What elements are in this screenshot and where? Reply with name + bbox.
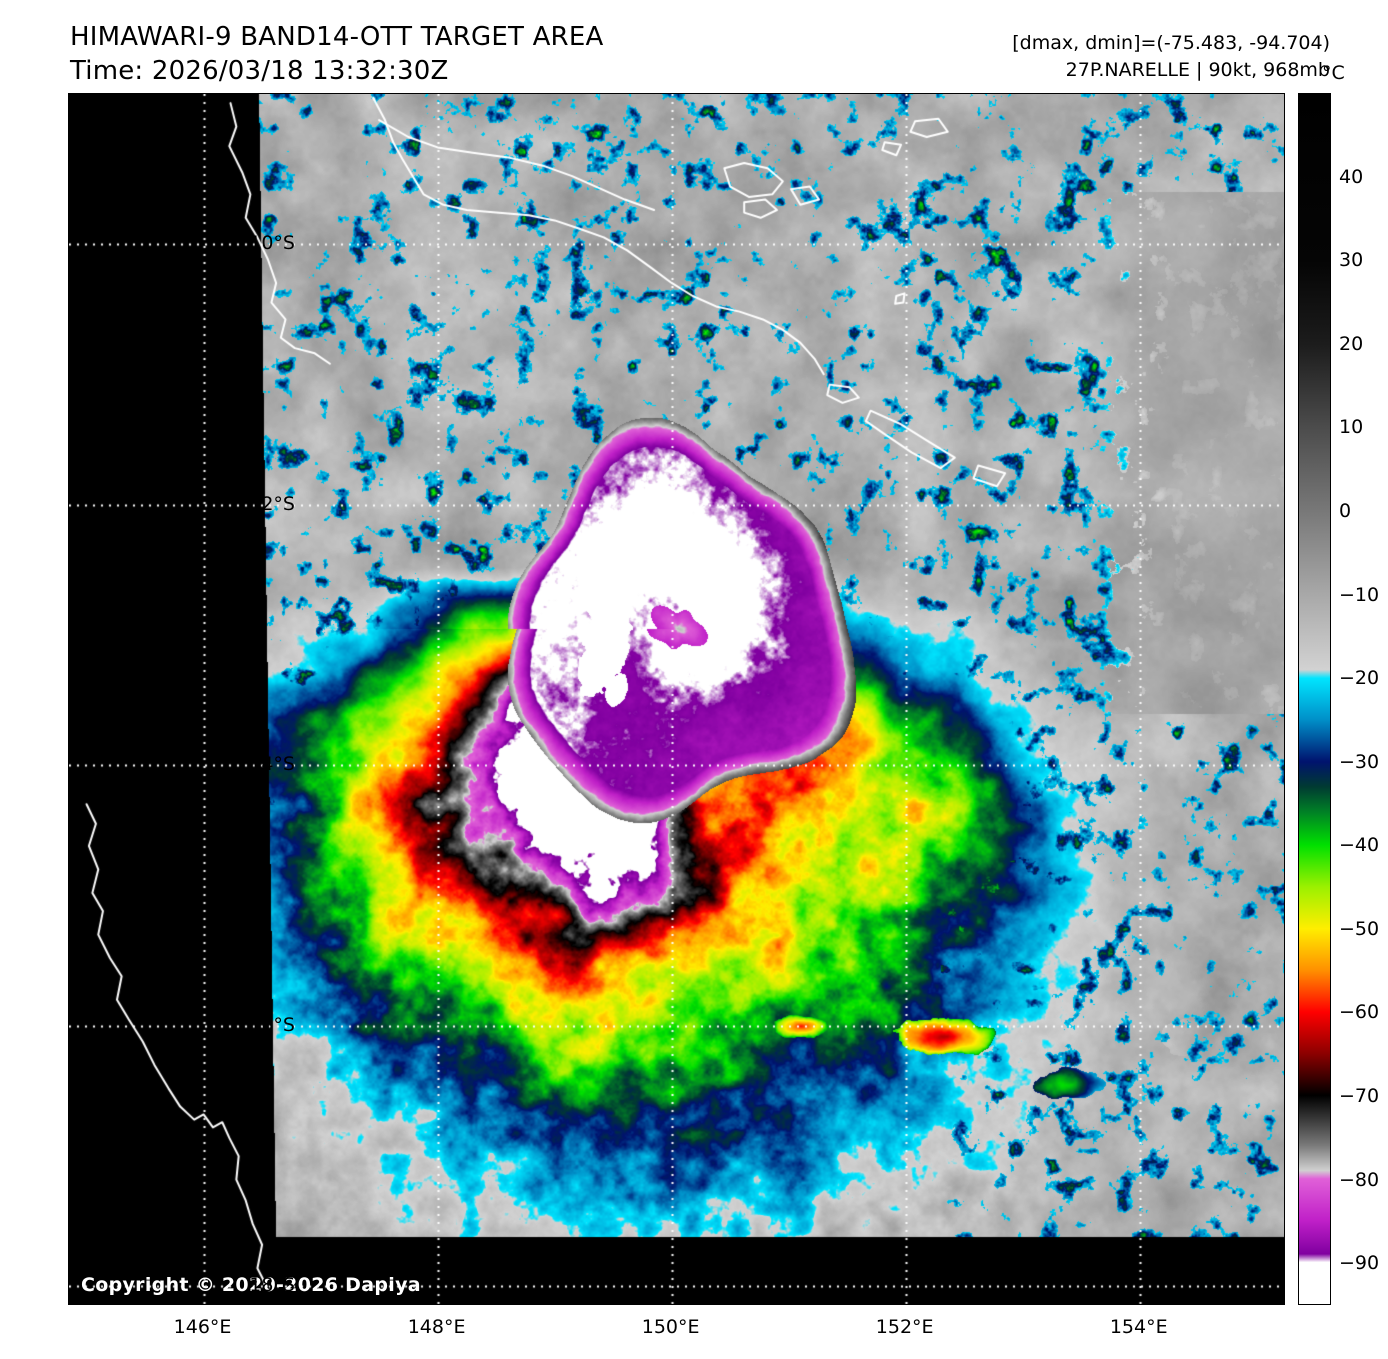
- dmax-dmin-label: [dmax, dmin]=(-75.483, -94.704): [1012, 32, 1330, 54]
- title-timestamp: Time: 2026/03/18 13:32:30Z: [70, 56, 449, 86]
- colorbar-tick-0: 0: [1339, 499, 1352, 522]
- colorbar-tick-10: 10: [1339, 416, 1364, 439]
- page-title: HIMAWARI-9 BAND14-OTT TARGET AREA Time: …: [70, 20, 603, 88]
- satellite-infrared-imagery: [69, 94, 1284, 1304]
- x-tick-150E: 150°E: [641, 1316, 700, 1338]
- colorbar-tick--70: −70: [1339, 1085, 1380, 1108]
- y-tick-14S: 14°S: [249, 753, 295, 776]
- colorbar: 40 30 20 10 0 −10 −20 −30 −40 −50 −60 −70 −80 −90: [1298, 93, 1379, 1305]
- y-tick-12S: 12°S: [249, 492, 295, 515]
- satellite-image-plot: Copyright © 2020-2026 Dapiya: [68, 93, 1285, 1305]
- y-tick-18S: 18°S: [249, 1274, 295, 1297]
- colorbar-tick--80: −80: [1339, 1168, 1380, 1191]
- y-tick-16S: 16°S: [249, 1013, 295, 1036]
- colorbar-tick-40: 40: [1339, 165, 1364, 188]
- colorbar-gradient: [1298, 93, 1331, 1305]
- metadata-block: [dmax, dmin]=(-75.483, -94.704) 27P.NARE…: [1012, 30, 1330, 84]
- x-tick-146E: 146°E: [173, 1316, 232, 1338]
- colorbar-tick--10: −10: [1339, 583, 1380, 606]
- y-tick-10S: 10°S: [249, 231, 295, 254]
- colorbar-tick--30: −30: [1339, 750, 1380, 773]
- copyright-notice: Copyright © 2020-2026 Dapiya: [81, 1274, 421, 1296]
- title-primary: HIMAWARI-9 BAND14-OTT TARGET AREA: [70, 22, 604, 52]
- colorbar-tick--20: −20: [1339, 667, 1380, 690]
- colorbar-tick-20: 20: [1339, 332, 1364, 355]
- colorbar-tick--40: −40: [1339, 834, 1380, 857]
- colorbar-tick--50: −50: [1339, 917, 1380, 940]
- colorbar-unit-label: °C: [1322, 62, 1345, 84]
- colorbar-tick--90: −90: [1339, 1252, 1380, 1275]
- colorbar-tick--60: −60: [1339, 1001, 1380, 1024]
- x-tick-154E: 154°E: [1109, 1316, 1168, 1338]
- colorbar-tick-30: 30: [1339, 249, 1364, 272]
- storm-info-label: 27P.NARELLE | 90kt, 968mb: [1065, 59, 1330, 81]
- x-tick-148E: 148°E: [407, 1316, 466, 1338]
- x-tick-152E: 152°E: [875, 1316, 934, 1338]
